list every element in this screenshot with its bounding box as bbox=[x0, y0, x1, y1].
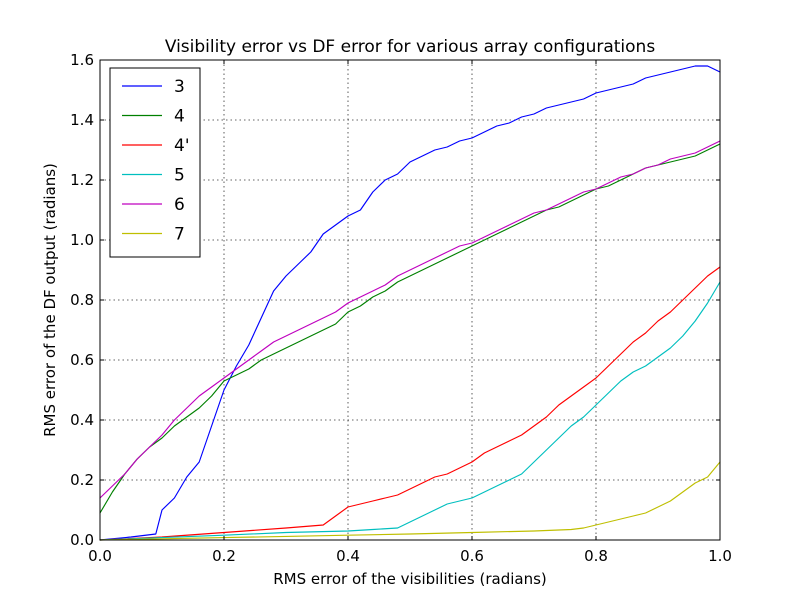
y-tick-label: 0.0 bbox=[70, 531, 94, 549]
y-axis-label: RMS error of the DF output (radians) bbox=[41, 163, 59, 437]
y-tick-label: 1.2 bbox=[70, 171, 94, 189]
legend-box bbox=[109, 67, 201, 258]
y-tick-label: 0.2 bbox=[70, 471, 94, 489]
y-tick-label: 0.6 bbox=[70, 351, 94, 369]
y-tick-label: 1.4 bbox=[70, 111, 94, 129]
x-tick-label: 0.8 bbox=[584, 547, 608, 565]
legend-label-4prime: 4' bbox=[174, 136, 190, 156]
x-tick-label: 0.6 bbox=[460, 547, 484, 565]
x-tick-label: 1.0 bbox=[708, 547, 732, 565]
x-tick-label: 0.0 bbox=[88, 547, 112, 565]
legend-label-3: 3 bbox=[174, 77, 185, 97]
x-axis-label: RMS error of the visibilities (radians) bbox=[273, 570, 547, 588]
series-line-4 bbox=[99, 143, 721, 514]
legend-label-5: 5 bbox=[174, 166, 185, 186]
series-line-6 bbox=[99, 140, 721, 499]
chart-title: Visibility error vs DF error for various… bbox=[165, 37, 656, 57]
y-tick-label: 0.8 bbox=[70, 291, 94, 309]
legend-label-7: 7 bbox=[174, 225, 185, 245]
series-lines bbox=[99, 65, 721, 541]
x-tick-label: 0.4 bbox=[336, 547, 360, 565]
series-line-3 bbox=[99, 65, 721, 541]
legend: 3 4 4' 5 6 7 bbox=[109, 67, 201, 258]
legend-label-4: 4 bbox=[174, 107, 185, 127]
legend-label-6: 6 bbox=[174, 195, 185, 215]
y-tick-label: 1.0 bbox=[70, 231, 94, 249]
series-line-4prime bbox=[99, 266, 721, 541]
series-line-5 bbox=[99, 281, 721, 541]
axis-ticks: 0.0 0.2 0.4 0.6 0.8 1.0 0.0 0.2 0.4 0.6 0.8 1.0 1.2 1… bbox=[70, 51, 732, 565]
series-line-7 bbox=[99, 461, 721, 541]
x-tick-label: 0.2 bbox=[212, 547, 236, 565]
y-tick-label: 1.6 bbox=[70, 51, 94, 69]
y-tick-label: 0.4 bbox=[70, 411, 94, 429]
grid-lines bbox=[100, 60, 720, 540]
